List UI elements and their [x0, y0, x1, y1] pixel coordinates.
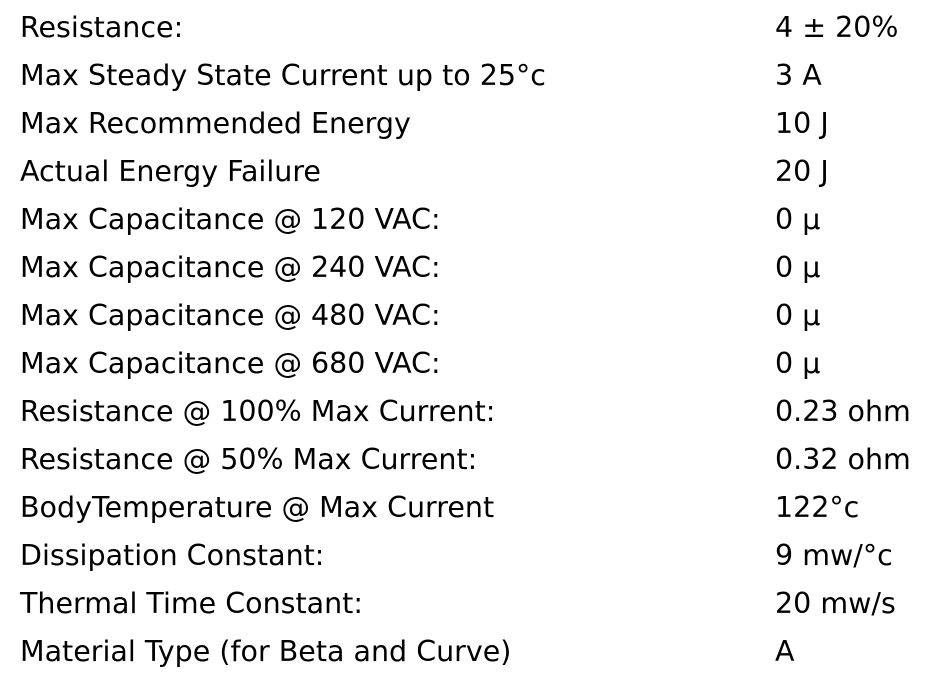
spec-value: 0 µ: [775, 251, 821, 284]
spec-value: 0 µ: [775, 203, 821, 236]
spec-row: Max Recommended Energy 10 J: [0, 100, 950, 148]
spec-row: Max Capacitance @ 680 VAC: 0 µ: [0, 340, 950, 388]
spec-label: Material Type (for Beta and Curve): [20, 635, 512, 668]
spec-row: Max Capacitance @ 120 VAC: 0 µ: [0, 196, 950, 244]
spec-value: 0.32 ohm: [775, 443, 911, 476]
spec-value: 10 J: [775, 107, 829, 140]
spec-label: Max Recommended Energy: [20, 107, 411, 140]
spec-value: 3 A: [775, 59, 822, 92]
spec-value: A: [775, 635, 795, 668]
spec-row: Actual Energy Failure 20 J: [0, 148, 950, 196]
spec-label: Max Capacitance @ 120 VAC:: [20, 203, 441, 236]
spec-label: Max Capacitance @ 480 VAC:: [20, 299, 441, 332]
spec-value: 4 ± 20%: [775, 11, 899, 44]
spec-row: Max Steady State Current up to 25°c 3 A: [0, 52, 950, 100]
spec-label: Actual Energy Failure: [20, 155, 321, 188]
spec-label: Max Capacitance @ 240 VAC:: [20, 251, 441, 284]
spec-row: Max Capacitance @ 240 VAC: 0 µ: [0, 244, 950, 292]
spec-label: Resistance @ 100% Max Current:: [20, 395, 496, 428]
spec-row: Max Capacitance @ 480 VAC: 0 µ: [0, 292, 950, 340]
spec-label: Max Capacitance @ 680 VAC:: [20, 347, 441, 380]
spec-label: Dissipation Constant:: [20, 539, 325, 572]
spec-row: Thermal Time Constant: 20 mw/s: [0, 580, 950, 628]
spec-value: 0 µ: [775, 347, 821, 380]
spec-value: 0.23 ohm: [775, 395, 911, 428]
spec-value: 9 mw/°c: [775, 539, 893, 572]
spec-label: Max Steady State Current up to 25°c: [20, 59, 546, 92]
spec-row: Resistance @ 50% Max Current: 0.32 ohm: [0, 436, 950, 484]
spec-label: BodyTemperature @ Max Current: [20, 491, 495, 524]
spec-row: Resistance @ 100% Max Current: 0.23 ohm: [0, 388, 950, 436]
spec-value: 20 J: [775, 155, 829, 188]
spec-row: BodyTemperature @ Max Current 122°c: [0, 484, 950, 532]
spec-row: Dissipation Constant: 9 mw/°c: [0, 532, 950, 580]
spec-row: Material Type (for Beta and Curve) A: [0, 628, 950, 676]
spec-label: Resistance:: [20, 11, 184, 44]
spec-value: 0 µ: [775, 299, 821, 332]
spec-label: Thermal Time Constant:: [20, 587, 363, 620]
spec-label: Resistance @ 50% Max Current:: [20, 443, 478, 476]
spec-value: 122°c: [775, 491, 860, 524]
spec-value: 20 mw/s: [775, 587, 896, 620]
spec-row: Resistance: 4 ± 20%: [0, 4, 950, 52]
